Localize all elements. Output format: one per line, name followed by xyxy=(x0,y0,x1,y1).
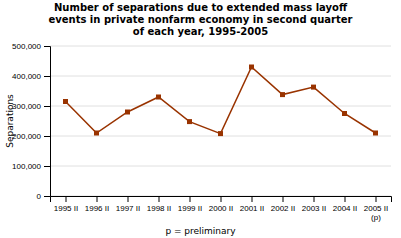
grid-line xyxy=(50,46,391,47)
y-tick: 0 xyxy=(37,192,50,201)
y-tick-label: 300,000 xyxy=(12,102,41,111)
x-tick-label: 1995 II xyxy=(54,204,78,213)
y-axis: 0 100,000 200,000 300,000 400,000 500,000 xyxy=(12,42,50,201)
grid xyxy=(50,46,391,196)
y-tick-label: 200,000 xyxy=(12,132,41,141)
x-tick-mark xyxy=(314,196,315,202)
x-tick-label-line: 2001 II xyxy=(240,204,264,213)
y-tick: 500,000 xyxy=(12,42,50,51)
y-axis-line xyxy=(44,47,51,197)
marker xyxy=(94,131,99,136)
grid-line xyxy=(50,76,391,77)
x-tick-label: 2001 II xyxy=(240,204,264,213)
y-tick: 100,000 xyxy=(12,162,50,171)
y-tick-label: 400,000 xyxy=(12,72,41,81)
x-tick-label: 2003 II xyxy=(302,204,326,213)
x-tick-label-line: 1996 II xyxy=(85,204,109,213)
x-tick: 2004 II xyxy=(333,196,357,213)
x-tick-label-line: 1998 II xyxy=(147,204,171,213)
y-tick-label: 0 xyxy=(37,192,42,201)
x-tick-label: 1998 II xyxy=(147,204,171,213)
title: Number of separations due to extended ma… xyxy=(48,2,352,37)
x-tick-mark xyxy=(128,196,129,202)
marker xyxy=(373,131,378,136)
y-tick-mark xyxy=(44,46,50,47)
y-tick-mark xyxy=(44,106,50,107)
y-tick: 200,000 xyxy=(12,132,50,141)
x-tick-label-line: 1995 II xyxy=(54,204,78,213)
x-tick-label-line: 2002 II xyxy=(271,204,295,213)
title-line: events in private nonfarm economy in sec… xyxy=(48,14,352,25)
y-tick: 400,000 xyxy=(12,72,50,81)
x-tick: 2005 II(p) xyxy=(364,196,388,222)
x-axis-line xyxy=(51,197,392,203)
x-tick: 1997 II xyxy=(116,196,140,213)
marker xyxy=(187,119,192,124)
x-tick-label-line: 1999 II xyxy=(178,204,202,213)
x-tick-mark xyxy=(376,196,377,202)
x-tick-label-line: 2004 II xyxy=(333,204,357,213)
x-tick-label: 2000 II xyxy=(209,204,233,213)
marker xyxy=(280,92,285,97)
chart: Number of separations due to extended ma… xyxy=(0,0,401,238)
x-tick: 2003 II xyxy=(302,196,326,213)
x-tick: 2002 II xyxy=(271,196,295,213)
x-tick-label-line: 2003 II xyxy=(302,204,326,213)
x-tick-label-line: 2000 II xyxy=(209,204,233,213)
marker xyxy=(342,111,347,116)
x-tick: 1996 II xyxy=(85,196,109,213)
x-tick-label: 2004 II xyxy=(333,204,357,213)
marker xyxy=(156,95,161,100)
plot: 0 100,000 200,000 300,000 400,000 500,000 1995… xyxy=(12,42,391,222)
marker xyxy=(249,65,254,70)
marker xyxy=(63,99,68,104)
x-tick-label: 1996 II xyxy=(85,204,109,213)
title-line: Number of separations due to extended ma… xyxy=(54,2,348,13)
x-tick-mark xyxy=(159,196,160,202)
x-tick-label-line: 2005 II xyxy=(364,204,388,213)
y-tick-mark xyxy=(44,136,50,137)
x-tick-label-line: 1997 II xyxy=(116,204,140,213)
x-tick: 1995 II xyxy=(54,196,78,213)
footnote: p = preliminary xyxy=(165,226,236,236)
title-line: of each year, 1995-2005 xyxy=(133,26,268,37)
x-tick: 2000 II xyxy=(209,196,233,213)
x-tick-mark xyxy=(190,196,191,202)
marker xyxy=(218,131,223,136)
x-tick-label: 2002 II xyxy=(271,204,295,213)
x-tick-mark xyxy=(66,196,67,202)
x-tick-mark xyxy=(345,196,346,202)
x-tick-label: 1997 II xyxy=(116,204,140,213)
x-tick-label-line: (p) xyxy=(371,213,381,222)
grid-line xyxy=(50,106,391,107)
x-tick-mark xyxy=(252,196,253,202)
y-axis-title: Separations xyxy=(5,94,15,148)
x-tick-mark xyxy=(97,196,98,202)
y-tick-mark xyxy=(44,76,50,77)
line xyxy=(66,67,376,134)
x-tick-mark xyxy=(283,196,284,202)
y-tick-label: 100,000 xyxy=(12,162,41,171)
marker xyxy=(125,110,130,115)
y-tick-label: 500,000 xyxy=(12,42,41,51)
x-tick: 2001 II xyxy=(240,196,264,213)
y-tick-mark xyxy=(44,166,50,167)
x-tick: 1999 II xyxy=(178,196,202,213)
marker xyxy=(311,85,316,90)
y-tick-mark xyxy=(44,196,50,197)
x-axis: 1995 II 1996 II 1997 II 1998 II 1999 II 2000 … xyxy=(51,196,392,222)
x-tick-label: 1999 II xyxy=(178,204,202,213)
x-tick: 1998 II xyxy=(147,196,171,213)
x-tick-mark xyxy=(221,196,222,202)
marks xyxy=(63,65,378,137)
x-tick-label: 2005 II(p) xyxy=(364,204,388,222)
y-tick: 300,000 xyxy=(12,102,50,111)
grid-line xyxy=(50,166,391,167)
